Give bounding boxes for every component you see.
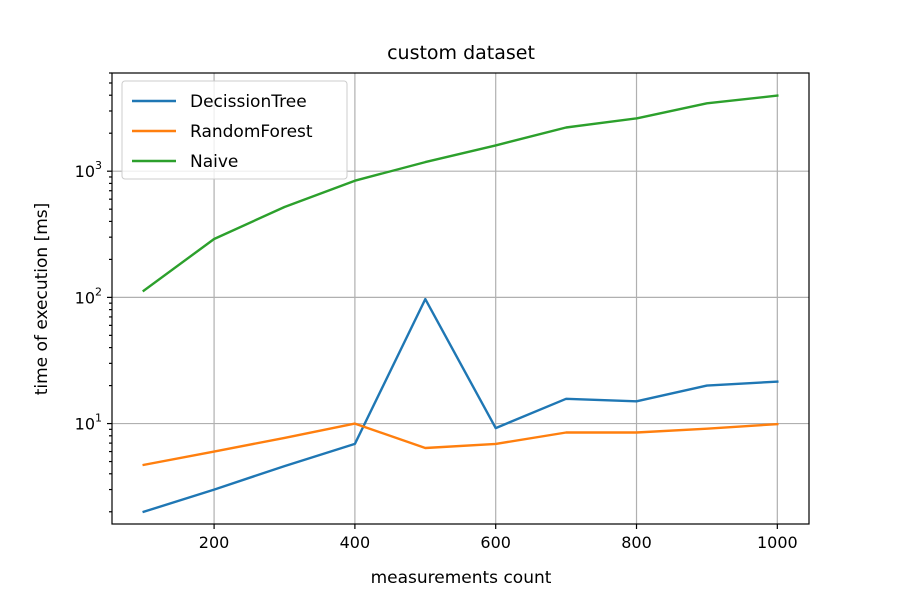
grid: [112, 73, 809, 524]
series-line-randomforest: [142, 422, 779, 467]
plot-frame: [111, 72, 810, 525]
x-tick-label: 200: [199, 533, 230, 552]
y-tick-label: 103: [75, 159, 102, 181]
x-tick-label: 1000: [757, 533, 798, 552]
series-line-naive: [142, 94, 779, 293]
y-axis-label: time of execution [ms]: [32, 203, 52, 396]
series-line-decissiontree: [142, 297, 779, 514]
x-axis: 200 400 600 800 1000: [199, 524, 798, 552]
legend: DecissionTree RandomForest Naive: [121, 80, 348, 180]
legend-label: Naive: [190, 152, 238, 172]
y-tick-label: 101: [75, 412, 102, 434]
series-lines: [142, 94, 779, 514]
legend-label: RandomForest: [190, 122, 313, 142]
x-tick-label: 600: [480, 533, 511, 552]
x-tick-label: 400: [340, 533, 371, 552]
y-tick-label: 102: [75, 285, 102, 307]
x-tick-label: 800: [621, 533, 652, 552]
chart-title: custom dataset: [387, 42, 535, 64]
y-axis: 101 102 103: [75, 72, 112, 513]
legend-label: DecissionTree: [190, 92, 307, 112]
legend-box: [121, 80, 348, 180]
x-axis-label: measurements count: [371, 568, 552, 588]
